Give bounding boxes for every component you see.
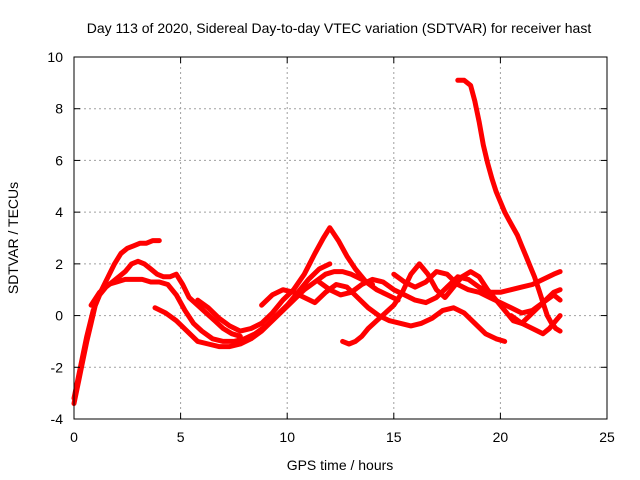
x-tick-label: 25 [599,429,615,445]
y-tick-label: -4 [51,411,64,427]
series-line-11 [508,313,563,337]
plot-frame [73,56,608,420]
x-tick-label: 5 [177,429,185,445]
series-line-6 [259,282,508,344]
x-tick-label: 15 [386,429,402,445]
grid-lines [74,57,607,419]
y-tick-label: -2 [51,359,64,375]
series-line-5 [195,225,401,334]
series-line-10 [455,77,563,334]
x-tick-label: 10 [279,429,295,445]
chart-title: Day 113 of 2020, Sidereal Day-to-day VTE… [87,20,592,36]
y-tick-label: 4 [55,204,63,220]
y-tick-label: 2 [55,256,63,272]
y-axis-label: SDTVAR / TECUs [5,182,21,294]
y-tick-label: 8 [55,101,63,117]
y-tick-label: 0 [55,308,63,324]
x-tick-label: 0 [70,429,78,445]
series-line-4 [152,269,375,350]
axis-ticks: 0 5 10 15 20 25 -4 -2 0 2 4 6 8 10 [47,49,615,445]
series-layer [71,77,563,406]
x-tick-label: 20 [493,429,509,445]
x-axis-label: GPS time / hours [287,457,394,473]
y-tick-label: 10 [47,49,63,65]
y-tick-label: 6 [55,152,63,168]
series-line-9 [391,269,563,316]
